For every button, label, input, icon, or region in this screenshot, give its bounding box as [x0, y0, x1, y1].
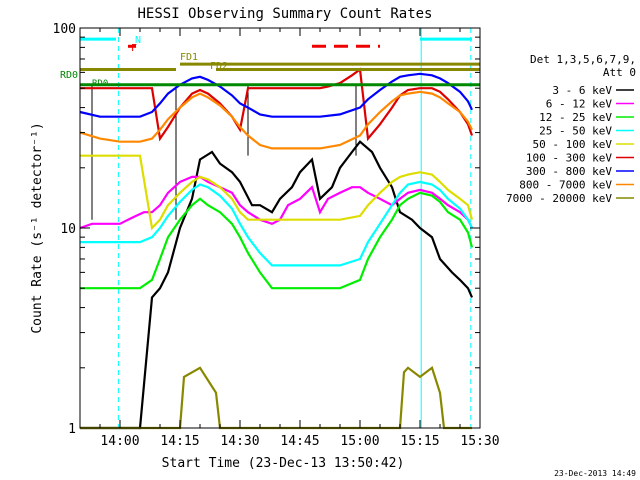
x-tick-label-2: 14:15	[160, 434, 199, 449]
flag-label-rd0b: RD0	[92, 79, 108, 89]
y-axis-label: Count Rate (s⁻¹ detector⁻¹)	[30, 122, 45, 333]
x-tick-label-1: 14:00	[100, 434, 139, 449]
flag-label-fd1: FD1	[180, 52, 198, 63]
series-line-1	[80, 140, 474, 430]
flag-label-n: N	[135, 35, 141, 46]
legend-header-2: Att 0	[603, 66, 636, 79]
legend-label-4: 25 - 50 keV	[539, 125, 612, 138]
legend-label-3: 12 - 25 keV	[539, 111, 612, 124]
y-tick-label-2: 10	[60, 222, 76, 237]
legend-label-6: 100 - 300 keV	[526, 152, 612, 165]
footer-timestamp: 23-Dec-2013 14:49	[554, 469, 636, 478]
x-axis-label: Start Time (23-Dec-13 13:50:42)	[162, 456, 405, 471]
flag-label-fd2: FD2	[210, 61, 228, 72]
x-tick-label-6: 15:15	[400, 434, 439, 449]
legend-label-7: 300 - 800 keV	[526, 165, 612, 178]
legend-label-2: 6 - 12 keV	[546, 98, 613, 111]
series-line-7	[79, 72, 473, 118]
legend-label-8: 800 - 7000 keV	[519, 179, 612, 192]
x-tick-label-5: 15:00	[340, 434, 379, 449]
axis-layer: 14:00 14:15 14:30 14:45 15:00 15:15 15:30 1 10 10…	[53, 22, 500, 449]
series-line-4	[80, 180, 473, 267]
series-line-2	[79, 175, 473, 230]
series-line-3	[80, 191, 474, 290]
x-tick-label-7: 15:30	[460, 434, 499, 449]
series-line-6	[80, 67, 474, 142]
chart-title: HESSI Observing Summary Count Rates	[137, 6, 432, 22]
data-layer: NF FD1 FD2 RD0 RD0	[60, 28, 480, 430]
legend-label-9: 7000 - 20000 keV	[506, 192, 612, 205]
series-line-5	[80, 154, 474, 231]
legend-label-1: 3 - 6 keV	[552, 84, 612, 97]
flag-label-f: F	[131, 43, 137, 54]
x-tick-label-3: 14:30	[220, 434, 259, 449]
series-line-8	[79, 90, 473, 150]
x-tick-label-4: 14:45	[280, 434, 319, 449]
flag-label-rd0: RD0	[60, 70, 78, 81]
y-tick-label-1: 1	[68, 422, 76, 437]
series-line-9	[80, 365, 472, 430]
legend-label-5: 50 - 100 keV	[533, 138, 613, 151]
legend-header-1: Det 1,3,5,6,7,9,	[530, 53, 636, 66]
y-tick-label-3: 100	[53, 22, 76, 37]
